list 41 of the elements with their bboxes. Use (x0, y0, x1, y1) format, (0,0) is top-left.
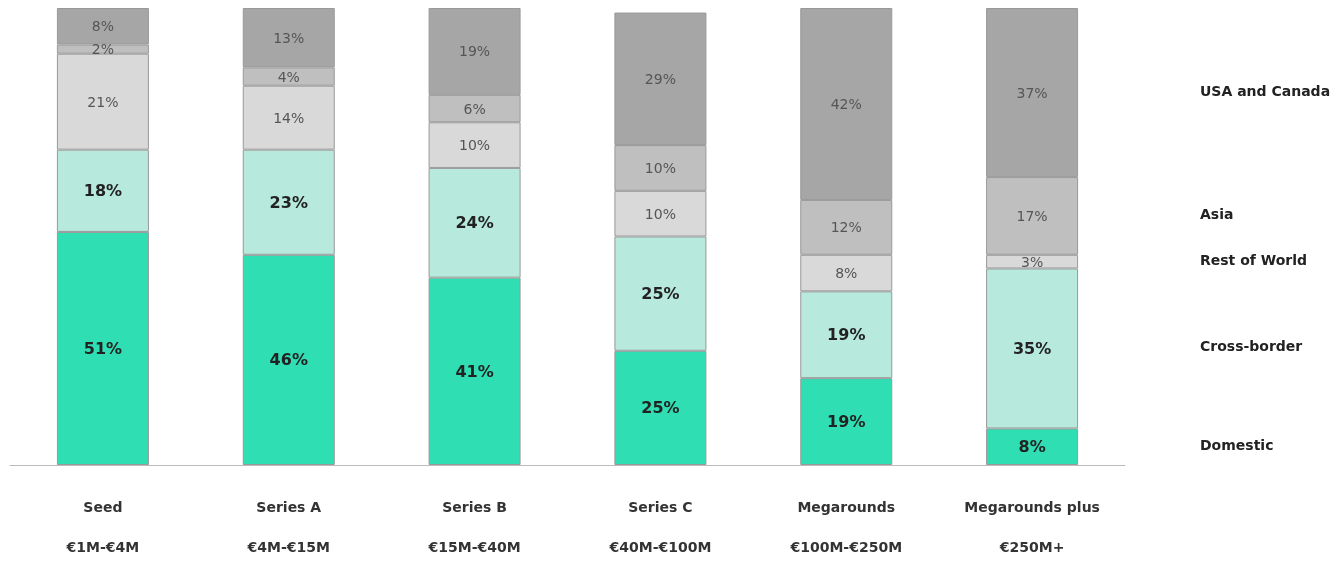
data-label: 10% (644, 205, 676, 222)
data-label: 51% (83, 338, 123, 358)
data-label: 4% (277, 68, 300, 85)
data-label: 46% (269, 350, 308, 370)
data-label: 24% (455, 213, 494, 233)
text: Cross-border (1200, 338, 1303, 355)
data-label: 29% (644, 70, 676, 87)
data-label: 25% (641, 284, 680, 304)
data-label: 21% (87, 93, 119, 110)
text: Asia (1200, 205, 1234, 222)
data-label: 13% (273, 29, 305, 46)
data-label: 35% (1012, 338, 1052, 358)
data-label: 8% (1018, 437, 1046, 457)
data-label: 10% (644, 159, 676, 176)
data-label: 19% (827, 412, 866, 432)
category-label: Series B €15M-€40M (428, 499, 521, 555)
text: Rest of World (1200, 251, 1308, 268)
category-label: Megarounds plus €250M+ (964, 499, 1100, 555)
data-label: 19% (827, 325, 866, 345)
text: Domestic (1200, 436, 1274, 453)
category-label: Series C €40M-€100M (609, 499, 712, 555)
data-label: 25% (641, 398, 680, 418)
data-label: 42% (830, 95, 862, 112)
data-label: 8% (835, 265, 858, 282)
category-label: Seed €1M-€4M (66, 499, 140, 555)
data-label: 12% (830, 219, 862, 236)
data-label: 14% (273, 109, 305, 126)
data-label: 41% (455, 361, 494, 381)
data-label: 6% (463, 100, 486, 117)
text: USA and Canada (1200, 82, 1331, 99)
data-label: 23% (269, 192, 308, 212)
category-label: Series A €4M-€15M (247, 499, 330, 555)
data-label: 19% (459, 43, 491, 60)
data-label: 18% (83, 181, 123, 201)
data-label: 10% (459, 137, 491, 154)
data-label: 8% (91, 18, 115, 35)
category-label: Megarounds €100M-€250M (790, 499, 903, 555)
data-label: 17% (1016, 207, 1048, 224)
data-label: 37% (1016, 84, 1048, 101)
data-label: 2% (91, 41, 115, 58)
data-label: 3% (1020, 253, 1044, 270)
